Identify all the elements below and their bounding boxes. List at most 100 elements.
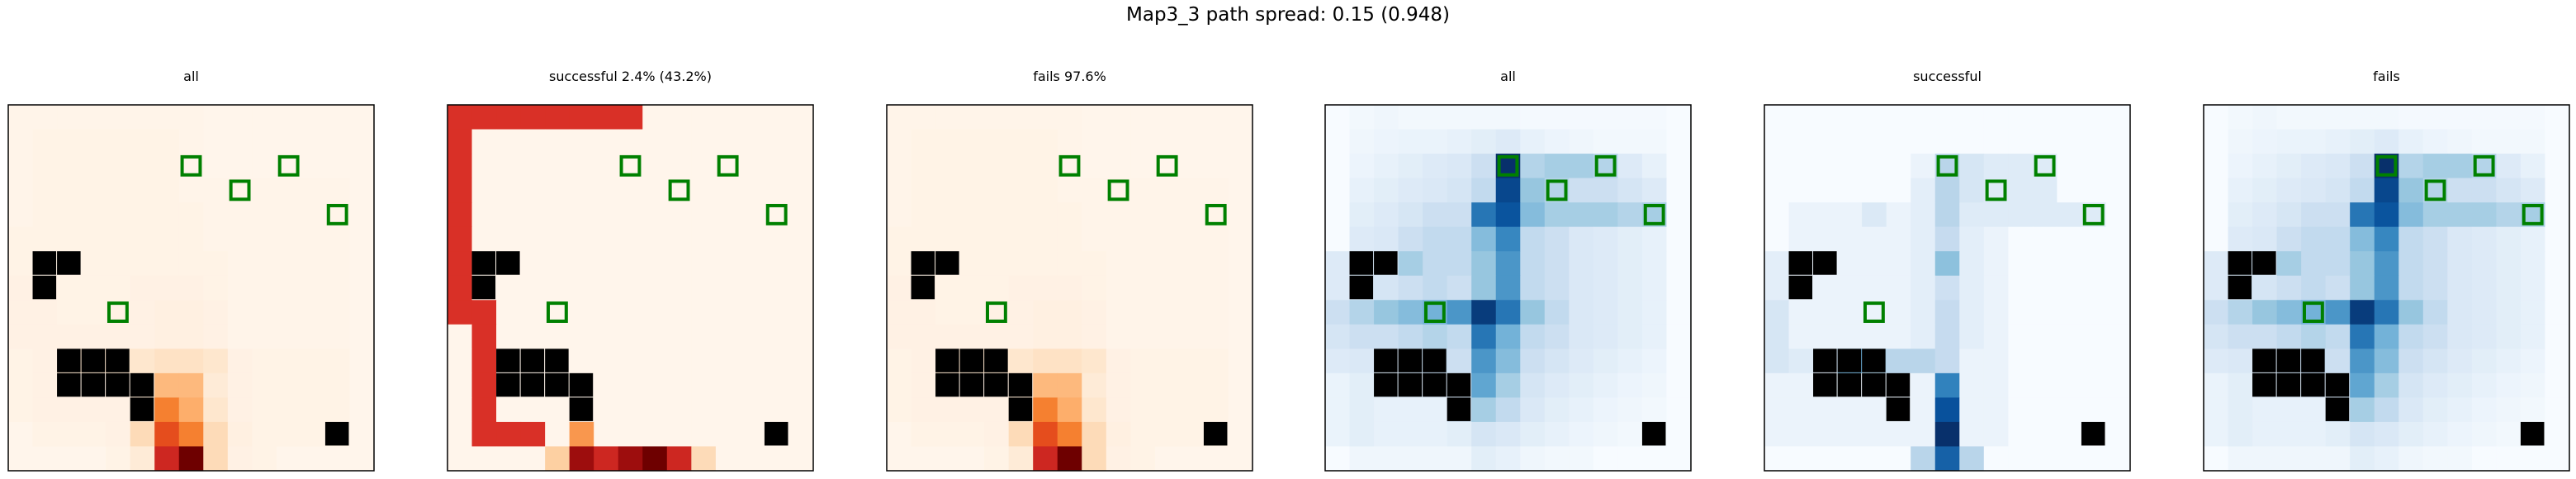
heatmap-cell bbox=[2325, 154, 2351, 179]
obstacle-cell bbox=[545, 372, 569, 397]
heatmap-cell bbox=[1544, 202, 1570, 228]
obstacle-cell bbox=[1788, 275, 1813, 300]
heatmap-cell bbox=[1641, 178, 1667, 203]
heatmap-cell bbox=[1764, 202, 1790, 228]
heatmap-cell bbox=[8, 372, 34, 398]
heatmap-cell bbox=[1374, 275, 1399, 301]
heatmap-cell bbox=[447, 300, 473, 325]
heatmap-cell bbox=[788, 105, 814, 130]
heatmap-cell bbox=[203, 226, 229, 252]
obstacle-cell bbox=[959, 372, 984, 397]
heatmap-cell bbox=[618, 251, 643, 277]
heatmap-cell bbox=[1788, 105, 1814, 130]
heatmap-cell bbox=[2374, 446, 2399, 472]
heatmap-cell bbox=[447, 226, 473, 252]
heatmap-cell bbox=[740, 421, 765, 447]
heatmap-cell bbox=[2350, 178, 2375, 203]
heatmap-cell bbox=[130, 178, 155, 203]
heatmap-cell bbox=[2228, 129, 2253, 154]
heatmap-panel-5: successful bbox=[1764, 69, 2131, 472]
heatmap-cell bbox=[594, 226, 619, 252]
heatmap-cell bbox=[1179, 421, 1205, 447]
heatmap-cell bbox=[1374, 154, 1399, 179]
panel-title: all bbox=[183, 69, 199, 84]
obstacle-cell bbox=[496, 349, 520, 372]
heatmap-cell bbox=[1325, 300, 1351, 325]
heatmap-cell bbox=[2422, 372, 2448, 398]
heatmap-cell bbox=[471, 349, 497, 374]
heatmap-cell bbox=[32, 105, 58, 130]
heatmap-cell bbox=[496, 275, 522, 301]
heatmap-cell bbox=[154, 421, 180, 447]
heatmap-cell bbox=[959, 446, 985, 472]
heatmap-cell bbox=[666, 105, 692, 130]
heatmap-cell bbox=[1495, 372, 1521, 398]
target-marker bbox=[1058, 154, 1081, 177]
heatmap-cell bbox=[1008, 105, 1034, 130]
heatmap-cell bbox=[1057, 300, 1082, 325]
heatmap-cell bbox=[2496, 397, 2522, 423]
heatmap-cell bbox=[1934, 421, 1960, 447]
heatmap-cell bbox=[1520, 129, 1546, 154]
heatmap-cell bbox=[2057, 421, 2082, 447]
heatmap-cell bbox=[2471, 251, 2497, 277]
heatmap-cell bbox=[1082, 226, 1107, 252]
heatmap-cell bbox=[178, 446, 204, 472]
heatmap-cell bbox=[1788, 226, 1814, 252]
heatmap-cell bbox=[2447, 275, 2473, 301]
heatmap-cell bbox=[1228, 178, 1253, 203]
heatmap-cell bbox=[1033, 226, 1058, 252]
heatmap-cell bbox=[1862, 421, 1887, 447]
obstacle-cell bbox=[32, 251, 57, 275]
heatmap-cell bbox=[2276, 275, 2302, 301]
heatmap-cell bbox=[1471, 446, 1497, 472]
heatmap-cell bbox=[178, 275, 204, 301]
heatmap-cell bbox=[984, 178, 1010, 203]
heatmap-cell bbox=[8, 349, 34, 374]
obstacle-cell bbox=[1886, 397, 1911, 421]
obstacle-cell bbox=[2252, 349, 2276, 372]
heatmap-cell bbox=[1130, 251, 1156, 277]
heatmap-cell bbox=[1033, 349, 1058, 374]
heatmap-cell bbox=[1911, 324, 1936, 349]
heatmap-cell bbox=[1203, 300, 1229, 325]
heatmap-cell bbox=[2228, 226, 2253, 252]
heatmap-cell bbox=[1520, 154, 1546, 179]
heatmap-cell bbox=[1179, 446, 1205, 472]
target-marker bbox=[2375, 154, 2398, 177]
heatmap-cell bbox=[1057, 202, 1082, 228]
heatmap-cell bbox=[520, 178, 546, 203]
heatmap-cell bbox=[887, 178, 912, 203]
heatmap-cell bbox=[324, 300, 350, 325]
heatmap-cell bbox=[666, 372, 692, 398]
heatmap-cell bbox=[227, 300, 253, 325]
heatmap-cell bbox=[1764, 154, 1790, 179]
panel-frame bbox=[886, 104, 1253, 472]
heatmap-cell bbox=[2301, 178, 2327, 203]
heatmap-cell bbox=[1374, 226, 1399, 252]
heatmap-cell bbox=[1886, 421, 1911, 447]
heatmap-cell bbox=[203, 154, 229, 179]
obstacle-cell bbox=[471, 275, 496, 300]
heatmap-cell bbox=[2032, 105, 2057, 130]
heatmap-cell bbox=[594, 300, 619, 325]
obstacle-cell bbox=[1349, 275, 1374, 300]
heatmap-cell bbox=[520, 251, 546, 277]
target-marker bbox=[717, 154, 739, 177]
heatmap-cell bbox=[2204, 105, 2229, 130]
heatmap-cell bbox=[1569, 324, 1594, 349]
heatmap-cell bbox=[1179, 202, 1205, 228]
heatmap-cell bbox=[764, 154, 789, 179]
heatmap-cell bbox=[1666, 154, 1692, 179]
heatmap-cell bbox=[1862, 397, 1887, 423]
heatmap-cell bbox=[2350, 275, 2375, 301]
heatmap-cell bbox=[2057, 324, 2082, 349]
target-marker bbox=[2473, 154, 2495, 177]
heatmap-cell bbox=[447, 202, 473, 228]
heatmap-cell bbox=[301, 397, 326, 423]
heatmap-cell bbox=[1593, 105, 1618, 130]
heatmap-cell bbox=[1154, 324, 1180, 349]
target-marker bbox=[1497, 154, 1519, 177]
heatmap-cell bbox=[1179, 349, 1205, 374]
heatmap-cell bbox=[2252, 421, 2278, 447]
